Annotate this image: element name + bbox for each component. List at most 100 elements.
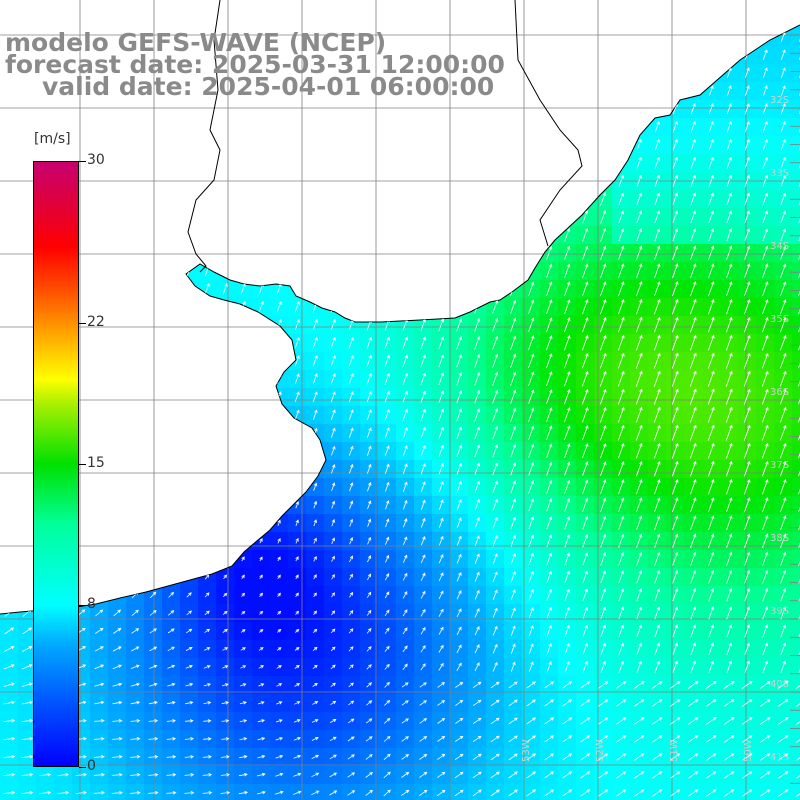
wind-arrow — [690, 533, 697, 548]
wind-arrow — [456, 662, 462, 672]
wind-arrow — [780, 67, 786, 79]
wind-arrow — [293, 737, 301, 741]
wind-arrow — [402, 481, 408, 492]
wind-arrow — [636, 138, 642, 151]
wind-arrow — [635, 406, 643, 423]
wind-arrow — [348, 427, 354, 438]
wind-arrow — [723, 717, 735, 725]
wind-arrow — [780, 103, 786, 115]
wind-arrow — [528, 516, 534, 530]
wind-cell — [270, 784, 289, 800]
wind-arrow — [618, 570, 625, 584]
wind-arrow — [654, 479, 661, 495]
wind-arrow — [330, 664, 336, 670]
wind-arrow — [57, 790, 70, 795]
wind-arrow — [798, 569, 800, 584]
wind-arrow — [185, 664, 193, 669]
wind-cell — [738, 784, 757, 800]
wind-cell — [378, 784, 397, 800]
wind-arrow — [331, 592, 335, 598]
wind-arrow — [600, 299, 607, 315]
wind-arrow — [510, 643, 516, 654]
wind-arrow — [526, 735, 536, 743]
wind-arrow — [582, 515, 589, 530]
wind-arrow — [599, 352, 607, 369]
wind-arrow — [257, 754, 266, 759]
wind-arrow — [492, 571, 498, 583]
wind-arrow — [581, 352, 589, 369]
wind-arrow — [616, 789, 627, 797]
wind-arrow — [474, 517, 480, 529]
wind-arrow — [744, 263, 751, 279]
wind-arrow — [456, 553, 462, 564]
wind-arrow — [636, 210, 642, 224]
wind-arrow — [780, 138, 786, 151]
wind-arrow — [312, 373, 318, 385]
wind-arrow — [743, 316, 751, 333]
wind-arrow — [403, 536, 408, 546]
wind-arrow — [419, 718, 428, 724]
wind-arrow — [365, 718, 373, 724]
wind-arrow — [616, 771, 627, 779]
wind-arrow — [294, 300, 300, 313]
wind-arrow — [672, 642, 678, 655]
wind-arrow — [347, 772, 356, 778]
wind-arrow — [95, 609, 104, 617]
wind-arrow — [564, 606, 570, 619]
wind-arrow — [508, 699, 518, 707]
wind-arrow — [526, 699, 536, 707]
wind-arrow — [654, 497, 661, 513]
wind-arrow — [311, 754, 320, 759]
wind-arrow — [762, 103, 768, 115]
wind-arrow — [778, 789, 789, 797]
wind-arrow — [401, 700, 409, 706]
wind-arrow — [490, 753, 500, 761]
wind-arrow — [474, 444, 480, 458]
wind-arrow — [600, 570, 606, 584]
wind-arrow — [546, 317, 553, 333]
wind-arrow — [669, 681, 681, 689]
wind-arrow — [330, 719, 337, 723]
wind-cell — [792, 352, 800, 371]
wind-arrow — [367, 573, 371, 581]
wind-arrow — [690, 245, 697, 260]
wind-arrow — [420, 336, 426, 350]
wind-arrow — [331, 518, 335, 527]
wind-arrow — [184, 791, 195, 795]
wind-arrow — [148, 773, 159, 777]
wind-arrow — [510, 371, 517, 386]
wind-arrow — [204, 647, 211, 651]
wind-arrow — [616, 753, 627, 761]
wind-arrow — [670, 771, 681, 779]
wind-arrow — [21, 772, 34, 777]
wind-cell — [792, 514, 800, 533]
wind-arrow — [385, 536, 390, 545]
wind-arrow — [510, 661, 516, 672]
wind-arrow — [780, 533, 787, 548]
wind-arrow — [311, 772, 320, 778]
wind-arrow — [762, 642, 768, 656]
wind-arrow — [779, 442, 787, 459]
wind-arrow — [384, 390, 390, 403]
colorbar-tick-mark — [79, 161, 86, 162]
wind-arrow — [259, 610, 264, 615]
wind-arrow — [671, 298, 679, 315]
wind-arrow — [742, 771, 753, 779]
wind-arrow — [331, 482, 336, 492]
wind-arrow — [492, 589, 498, 600]
wind-arrow — [21, 700, 34, 705]
wind-cell — [792, 676, 800, 695]
wind-arrow — [564, 570, 570, 583]
wind-arrow — [669, 699, 681, 707]
wind-arrow — [420, 463, 426, 475]
wind-arrow — [313, 537, 317, 544]
wind-arrow — [402, 390, 408, 403]
wind-arrow — [312, 318, 318, 331]
wind-arrow — [365, 789, 374, 796]
wind-arrow — [600, 497, 607, 512]
wind-arrow — [780, 515, 787, 531]
wind-arrow — [367, 463, 372, 474]
wind-arrow — [131, 628, 140, 634]
wind-arrow — [474, 589, 480, 600]
wind-arrow — [580, 789, 591, 797]
